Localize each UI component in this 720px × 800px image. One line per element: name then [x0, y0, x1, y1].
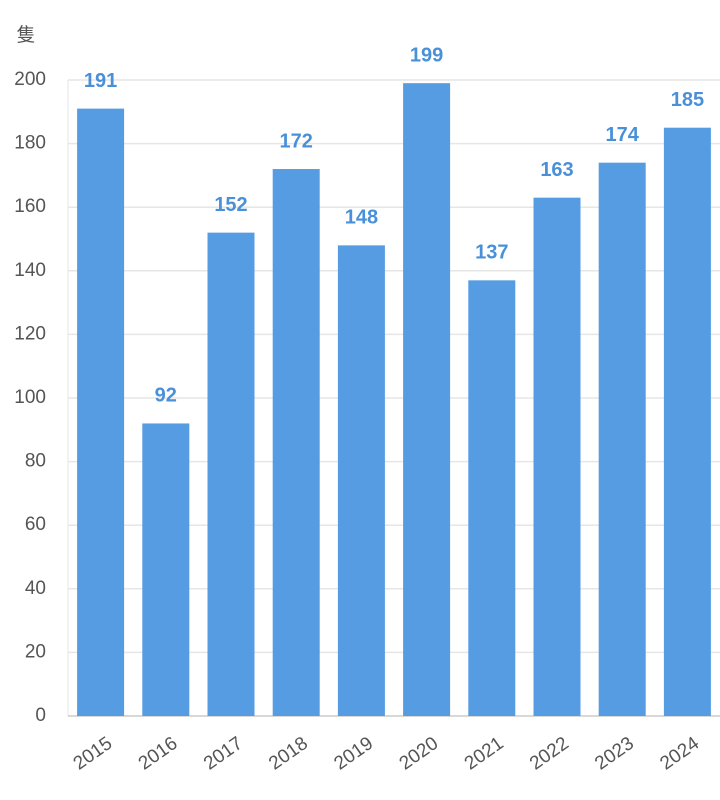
value-label: 185 [671, 89, 704, 111]
bar [77, 108, 125, 717]
y-tick-label: 120 [14, 323, 46, 344]
value-label: 174 [606, 124, 640, 146]
bar [207, 232, 255, 716]
x-tick-label: 2018 [265, 733, 312, 774]
value-label: 92 [155, 385, 177, 407]
y-tick-label: 20 [25, 641, 46, 662]
value-label: 148 [345, 207, 378, 229]
y-tick-label: 80 [25, 451, 46, 472]
bar [272, 169, 320, 717]
x-tick-label: 2024 [656, 733, 703, 775]
bar [468, 280, 516, 716]
x-tick-label: 2017 [200, 733, 247, 774]
y-tick-label: 0 [35, 705, 46, 726]
y-tick-label: 160 [14, 196, 46, 217]
bar [663, 127, 711, 716]
y-tick-label: 60 [25, 514, 46, 535]
value-label: 163 [540, 159, 573, 181]
bar [598, 162, 646, 716]
value-label: 199 [410, 44, 443, 66]
bar [337, 245, 385, 717]
bar [403, 83, 451, 717]
y-tick-label: 140 [14, 260, 46, 281]
y-tick-label: 180 [14, 133, 46, 154]
x-tick-label: 2015 [70, 733, 117, 774]
value-label: 152 [214, 194, 247, 216]
y-tick-label: 200 [14, 69, 46, 90]
value-label: 191 [84, 70, 117, 92]
y-tick-label: 40 [25, 578, 46, 599]
value-label: 137 [475, 242, 508, 264]
x-tick-label: 2019 [330, 733, 377, 774]
value-label: 172 [280, 130, 313, 152]
x-tick-label: 2023 [591, 733, 638, 774]
x-tick-label: 2022 [526, 733, 573, 774]
x-tick-label: 2021 [461, 733, 508, 774]
y-tick-label: 100 [14, 387, 46, 408]
y-axis-label: 隻 [16, 24, 35, 46]
x-tick-label: 2016 [135, 733, 182, 774]
bar [142, 423, 190, 716]
bar [533, 197, 581, 716]
x-tick-label: 2020 [396, 733, 443, 774]
